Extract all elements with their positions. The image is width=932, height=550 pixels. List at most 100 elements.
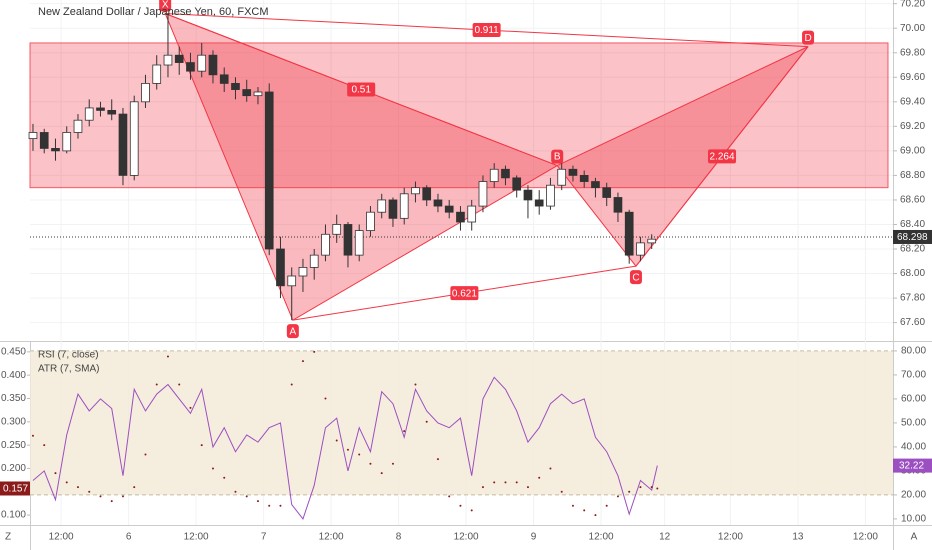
pattern-zone bbox=[29, 42, 889, 189]
y-tick-label: 68.40 bbox=[900, 219, 925, 230]
candle-body bbox=[129, 101, 139, 176]
ratio-badge bbox=[450, 286, 479, 301]
atr-dot bbox=[335, 439, 338, 442]
point-badge bbox=[286, 324, 299, 339]
atr-dot bbox=[88, 490, 91, 493]
atr-dot bbox=[526, 486, 529, 489]
candle-body bbox=[388, 199, 398, 219]
chart-title: New Zealand Dollar / Japanese Yen, 60, F… bbox=[38, 6, 269, 18]
candle-body bbox=[96, 107, 105, 111]
y2-tick-label: 10.00 bbox=[901, 514, 926, 525]
legend-entry: RSI (7, close) bbox=[38, 350, 99, 361]
atr-dot bbox=[436, 458, 439, 461]
x-tick-label: 12:00 bbox=[184, 532, 209, 543]
candle-body bbox=[219, 74, 229, 84]
y-tick-label: 0.350 bbox=[1, 393, 26, 404]
atr-dot bbox=[380, 472, 383, 475]
candle-body bbox=[523, 189, 533, 201]
atr-dot bbox=[144, 453, 147, 456]
candle-body bbox=[647, 238, 657, 244]
candle-body bbox=[253, 91, 263, 97]
y2-tick-label: 80.00 bbox=[901, 346, 926, 357]
rsi-last-label: 32.22 bbox=[899, 461, 924, 472]
atr-dot bbox=[650, 486, 653, 489]
atr-last-label: 0.157 bbox=[3, 484, 28, 495]
atr-dot bbox=[54, 472, 57, 475]
atr-dot bbox=[470, 509, 473, 512]
atr-dot bbox=[549, 467, 552, 470]
ratio-badge bbox=[347, 82, 376, 97]
candle-body bbox=[456, 211, 465, 223]
y2-tick-label: 70.00 bbox=[901, 370, 926, 381]
atr-dot bbox=[189, 406, 192, 409]
candle-body bbox=[332, 224, 342, 235]
candle-body bbox=[624, 211, 634, 256]
atr-dot bbox=[571, 504, 574, 507]
x-tick-label: 12 bbox=[659, 532, 671, 543]
candle-body bbox=[602, 187, 612, 198]
candle-body bbox=[534, 199, 544, 207]
y2-tick-label: 40.00 bbox=[901, 442, 926, 453]
x-tick-label: 12:00 bbox=[49, 532, 74, 543]
atr-dot bbox=[268, 504, 271, 507]
atr-dot bbox=[605, 504, 608, 507]
candle-body bbox=[39, 132, 49, 149]
atr-dot bbox=[369, 462, 372, 465]
candle-body bbox=[84, 107, 94, 121]
atr-dot bbox=[425, 420, 428, 423]
atr-dot bbox=[110, 500, 113, 503]
candle-body bbox=[433, 199, 443, 207]
point-label: X bbox=[162, 0, 169, 11]
last-price-badge bbox=[893, 229, 932, 244]
y-tick-label: 0.300 bbox=[1, 416, 26, 427]
ratio-label: 0.911 bbox=[474, 25, 499, 36]
candle-body bbox=[343, 224, 353, 256]
atr-dot bbox=[234, 490, 237, 493]
candle-body bbox=[28, 132, 38, 140]
candle-body bbox=[197, 54, 207, 72]
y-tick-label: 70.00 bbox=[900, 23, 925, 34]
zoom-button[interactable]: Z bbox=[5, 532, 11, 543]
candle-body bbox=[231, 83, 240, 90]
candle-body bbox=[422, 187, 432, 201]
atr-dot bbox=[99, 495, 102, 498]
y-tick-label: 69.40 bbox=[900, 96, 925, 107]
last-price-label: 68.298 bbox=[897, 232, 928, 243]
atr-dot bbox=[481, 486, 484, 489]
atr-dot bbox=[358, 453, 361, 456]
point-label: B bbox=[554, 152, 561, 163]
y-tick-label: 69.20 bbox=[900, 121, 925, 132]
candle-body bbox=[152, 64, 162, 84]
ratio-label: 0.621 bbox=[452, 288, 477, 299]
candle-body bbox=[591, 181, 600, 189]
x-tick-label: 12:00 bbox=[853, 532, 878, 543]
x-tick-label: 12:00 bbox=[454, 532, 479, 543]
atr-dot bbox=[560, 490, 563, 493]
indicator-pane bbox=[27, 350, 897, 520]
candle-body bbox=[411, 187, 420, 195]
atr-dot bbox=[223, 476, 226, 479]
y-tick-label: 0.450 bbox=[1, 347, 26, 358]
x-tick-label: 9 bbox=[531, 532, 537, 543]
candle-body bbox=[163, 54, 173, 66]
candle-body bbox=[512, 177, 522, 191]
atr-dot bbox=[256, 500, 259, 503]
y-tick-label: 69.80 bbox=[900, 47, 925, 58]
atr-dot bbox=[346, 448, 349, 451]
point-label: C bbox=[632, 272, 639, 283]
y-tick-label: 67.60 bbox=[900, 317, 925, 328]
candle-body bbox=[276, 248, 285, 287]
candle-body bbox=[478, 181, 488, 207]
y-tick-label: 69.60 bbox=[900, 72, 925, 83]
candle-body bbox=[399, 193, 409, 219]
atr-dot bbox=[656, 487, 659, 490]
candle-body bbox=[186, 62, 195, 72]
auto-scale-button[interactable]: A bbox=[911, 532, 918, 543]
candle-body bbox=[489, 168, 499, 182]
rsi-line bbox=[32, 376, 658, 520]
candle-body bbox=[636, 242, 645, 256]
candle-body bbox=[613, 197, 623, 213]
x-tick-label: 12:00 bbox=[718, 532, 743, 543]
atr-dot bbox=[166, 355, 169, 358]
